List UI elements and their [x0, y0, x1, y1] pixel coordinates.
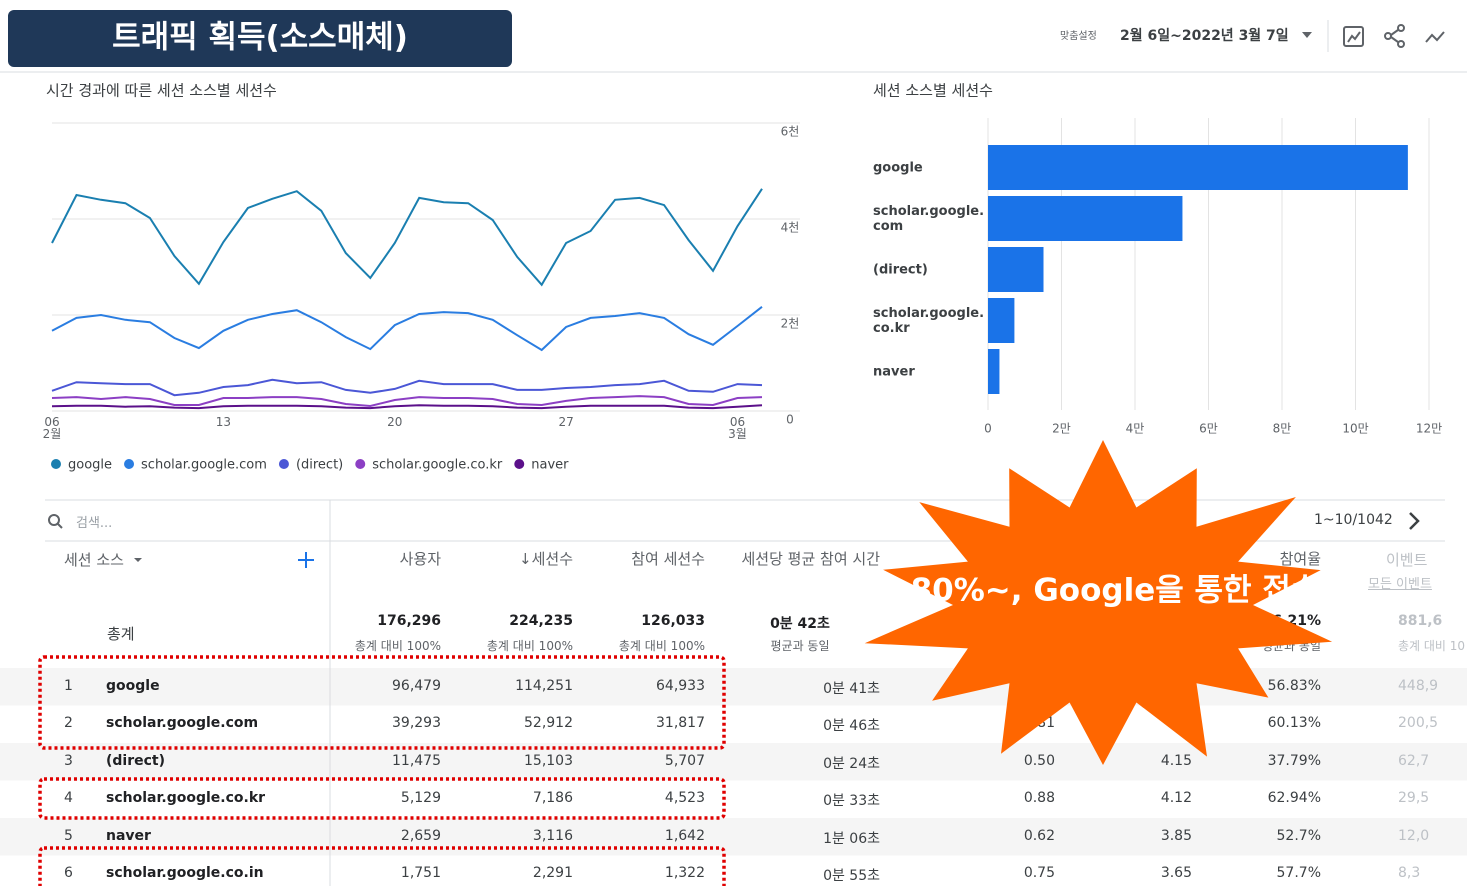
callout-text: 80%~, Google을 통한 접속 — [911, 573, 1320, 609]
page: 트래픽 획득(소스매체) 맞춤설정 2월 6일~2022년 3월 7일 시간 경… — [0, 0, 1467, 886]
highlight-box — [40, 657, 724, 748]
highlight-box — [40, 779, 724, 818]
highlight-box — [40, 848, 724, 886]
overlay: 80%~, Google을 통한 접속 — [0, 0, 1467, 886]
